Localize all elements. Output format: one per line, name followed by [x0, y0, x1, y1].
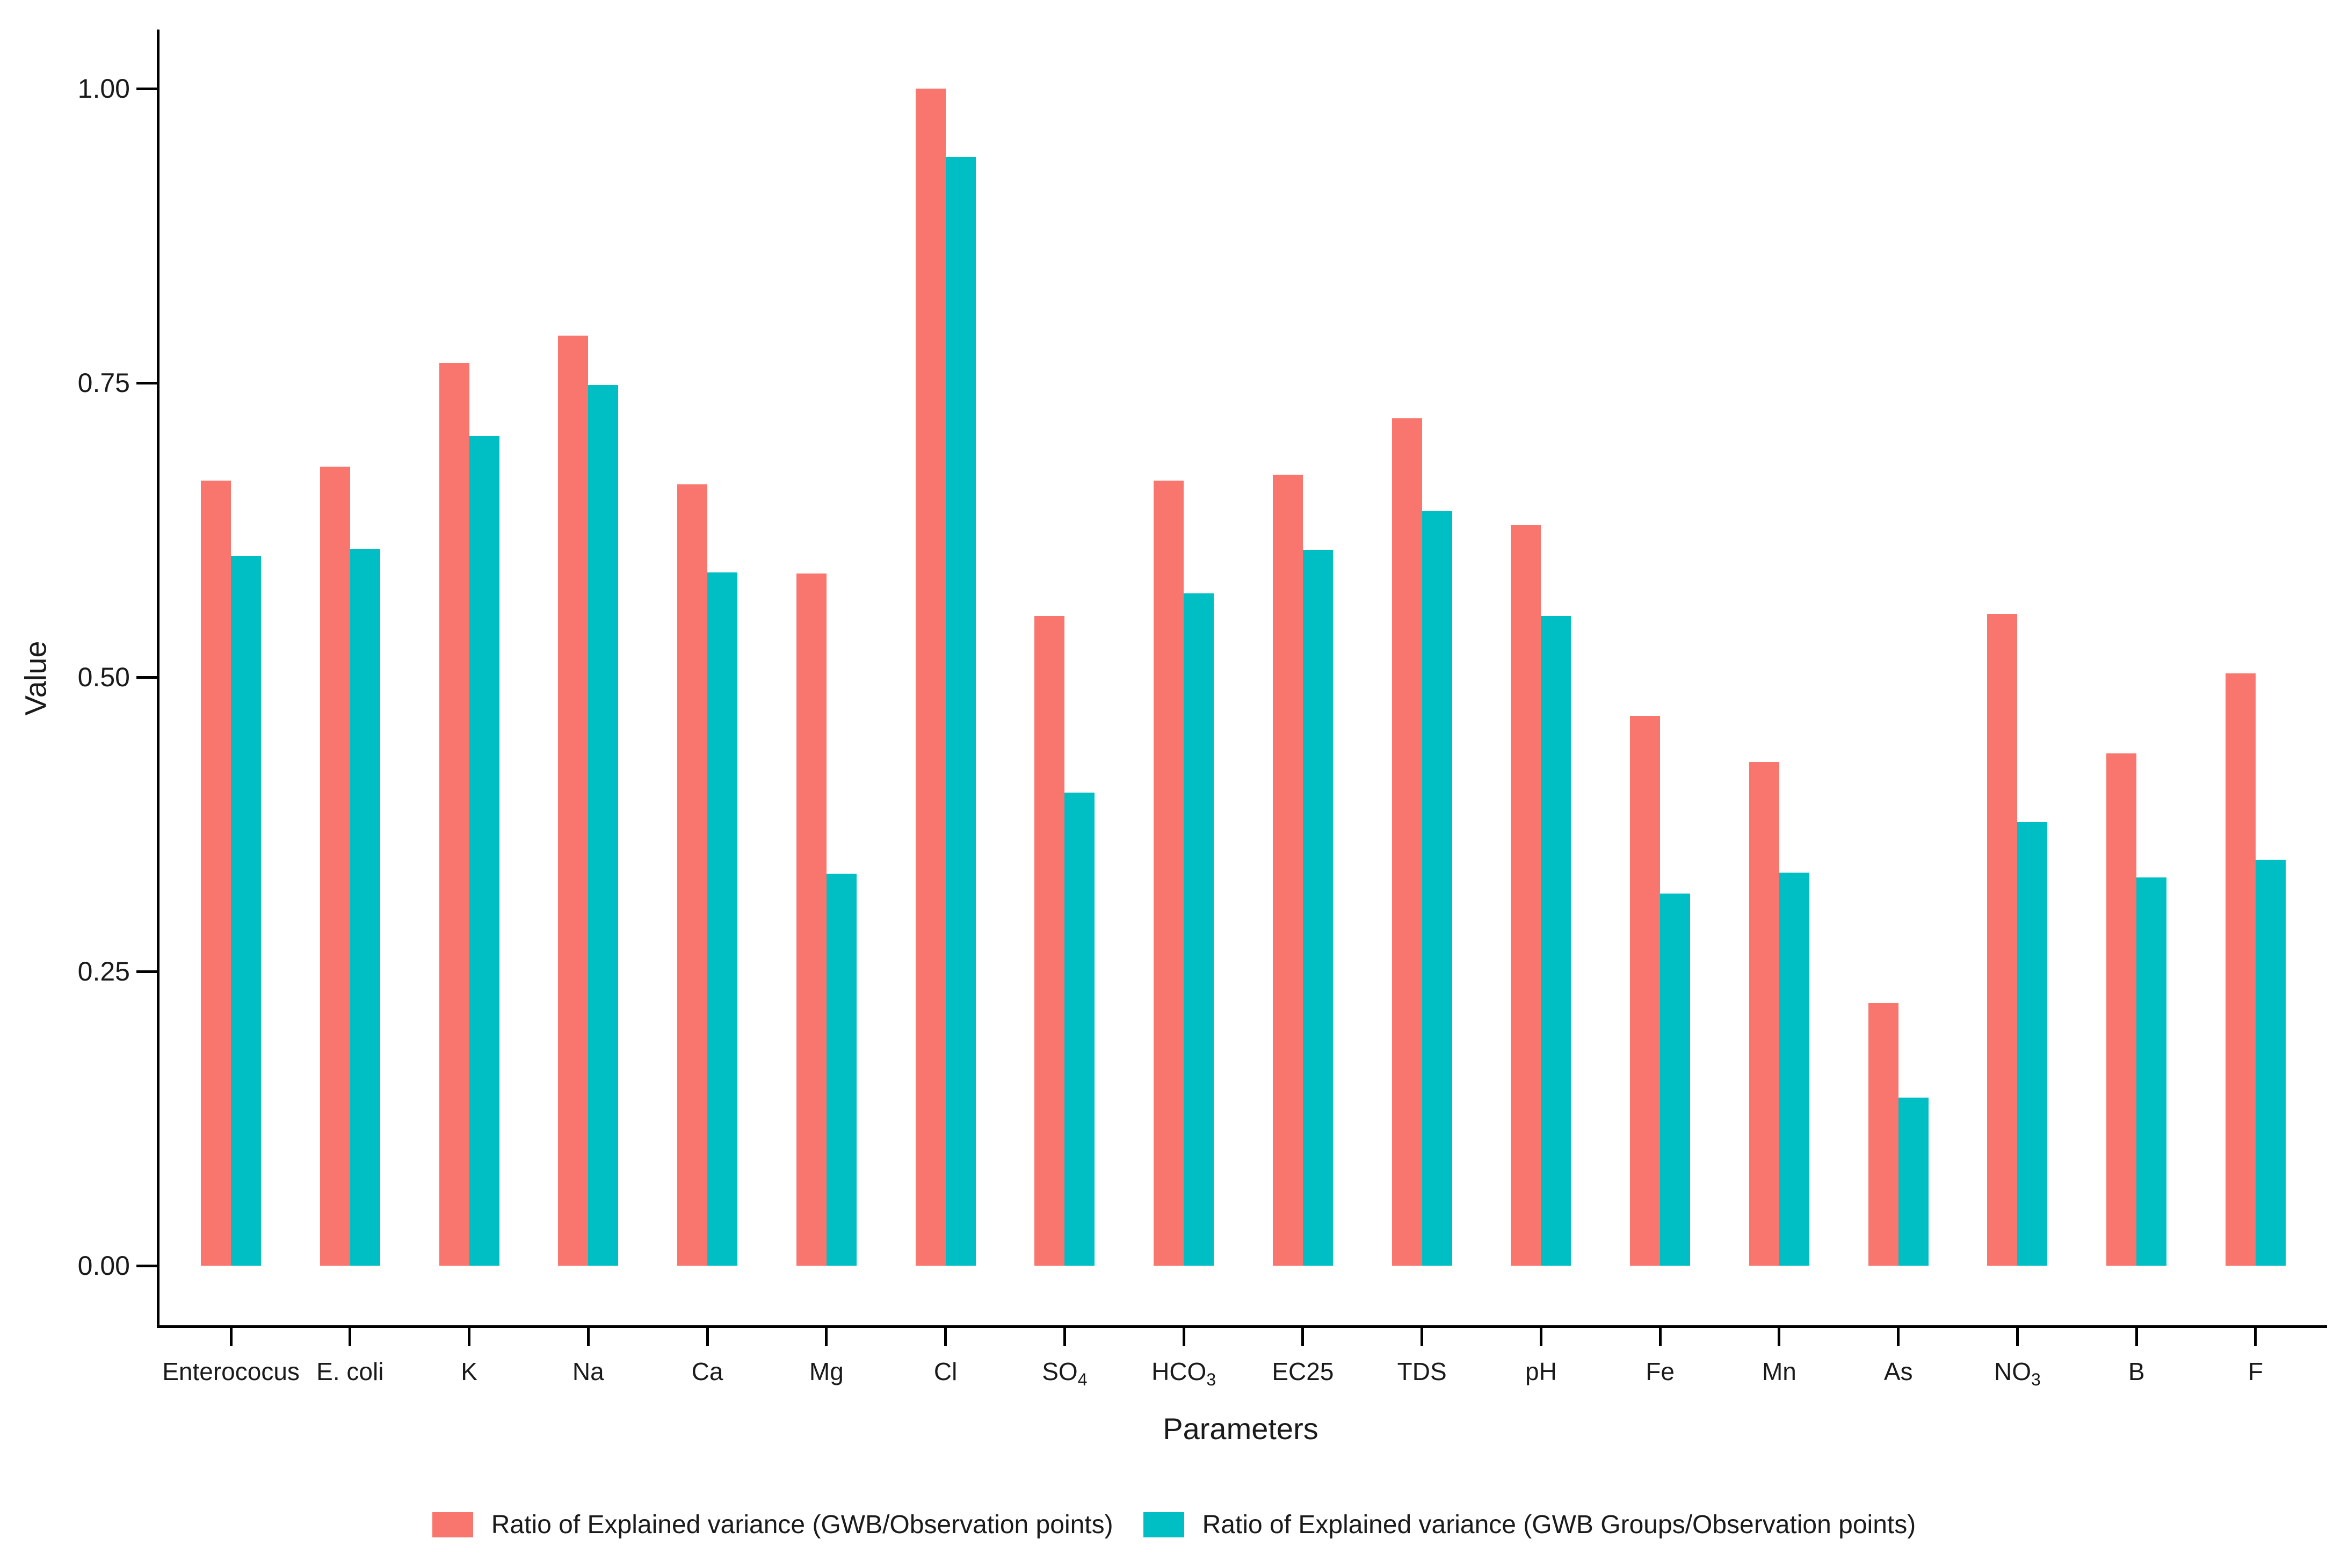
legend-entry-2: Ratio of Explained variance (GWB Groups/…	[1143, 1510, 1916, 1540]
bar-series-1-ecoli	[320, 466, 350, 1266]
y-axis-tick	[136, 676, 157, 679]
bar-series-1-hco	[1154, 480, 1184, 1266]
bar-series-2-cl	[945, 157, 976, 1266]
bar-series-2-b	[2136, 877, 2167, 1266]
x-axis-tick	[1182, 1328, 1185, 1346]
bar-series-2-tds	[1422, 511, 1452, 1266]
x-axis-tick	[1897, 1328, 1900, 1346]
y-tick-label: 1.00	[77, 74, 130, 104]
x-tick-label: EC25	[1272, 1358, 1334, 1385]
x-axis-title: Parameters	[1163, 1412, 1318, 1446]
bar-series-1-as	[1868, 1003, 1898, 1266]
bar-series-1-b	[2106, 753, 2137, 1266]
x-tick-label: Fe	[1646, 1358, 1675, 1385]
bar-series-2-ec25	[1302, 550, 1333, 1266]
y-axis-tick	[136, 1264, 157, 1267]
x-tick-label: K	[461, 1358, 477, 1385]
bar-series-2-mg	[826, 874, 857, 1266]
x-tick-label: Na	[572, 1358, 604, 1385]
x-axis-tick	[229, 1328, 233, 1346]
bar-series-2-ph	[1541, 616, 1571, 1266]
x-tick-label: B	[2128, 1358, 2145, 1385]
x-tick-label: SO4	[1042, 1358, 1088, 1390]
x-axis-tick	[1778, 1328, 1781, 1346]
bar-series-1-no	[1987, 613, 2018, 1266]
x-tick-label: TDS	[1397, 1358, 1447, 1385]
x-tick-label: F	[2248, 1358, 2263, 1385]
x-axis-tick	[706, 1328, 709, 1346]
x-tick-label: Mg	[809, 1358, 844, 1385]
bar-series-1-cl	[915, 89, 946, 1266]
x-axis-tick	[1421, 1328, 1424, 1346]
bar-series-2-fe	[1660, 894, 1691, 1266]
x-axis-tick	[349, 1328, 352, 1346]
legend: Ratio of Explained variance (GWB/Observa…	[0, 1510, 2348, 1540]
legend-swatch-1	[432, 1512, 473, 1537]
legend-label-2: Ratio of Explained variance (GWB Groups/…	[1202, 1511, 1916, 1539]
x-tick-label: HCO3	[1151, 1358, 1216, 1390]
y-axis-tick	[136, 87, 157, 90]
bar-series-2-ecoli	[350, 549, 380, 1266]
x-axis-tick	[944, 1328, 947, 1346]
bar-series-1-mn	[1749, 761, 1779, 1266]
bar-series-1-f	[2225, 673, 2256, 1266]
bar-series-1-mg	[796, 574, 827, 1266]
bar-series-2-mn	[1779, 872, 1809, 1266]
x-axis-tick	[1539, 1328, 1542, 1346]
x-tick-label: As	[1883, 1358, 1913, 1385]
bar-series-1-na	[558, 336, 589, 1266]
bar-series-1-k	[439, 362, 469, 1266]
bar-series-2-k	[469, 435, 499, 1266]
x-tick-label: Mn	[1762, 1358, 1796, 1385]
y-tick-label: 0.75	[77, 368, 130, 398]
x-axis-tick	[2016, 1328, 2019, 1346]
bar-series-2-hco	[1184, 593, 1214, 1266]
bar-series-2-no	[2017, 822, 2048, 1266]
legend-swatch-2	[1143, 1512, 1184, 1537]
bar-series-2-enterococus	[231, 556, 262, 1266]
y-axis-tick	[136, 381, 157, 384]
y-tick-label: 0.00	[77, 1251, 130, 1281]
y-axis-tick	[136, 970, 157, 973]
x-axis-tick	[586, 1328, 590, 1346]
x-axis-tick	[1658, 1328, 1662, 1346]
bar-series-2-ca	[707, 572, 738, 1266]
y-tick-label: 0.50	[77, 662, 130, 692]
legend-label-1: Ratio of Explained variance (GWB/Observa…	[491, 1511, 1113, 1539]
bar-series-2-so	[1064, 792, 1095, 1266]
x-axis-tick	[468, 1328, 471, 1346]
x-axis-tick	[1301, 1328, 1305, 1346]
bar-series-1-so	[1034, 616, 1065, 1266]
bar-series-1-fe	[1630, 716, 1661, 1266]
bar-series-1-ec25	[1272, 474, 1303, 1266]
x-tick-label: E. coli	[316, 1358, 384, 1385]
bar-series-2-na	[588, 385, 619, 1266]
x-tick-label: Enterococus	[162, 1358, 300, 1385]
bar-series-1-tds	[1392, 418, 1422, 1266]
legend-entry-1: Ratio of Explained variance (GWB/Observa…	[432, 1510, 1113, 1540]
x-tick-label: NO3	[1994, 1358, 2041, 1390]
x-tick-label: Cl	[933, 1358, 958, 1385]
x-axis-tick	[2254, 1328, 2257, 1346]
bar-series-1-enterococus	[201, 480, 231, 1266]
x-tick-label: Ca	[691, 1358, 723, 1385]
bar-series-1-ph	[1511, 525, 1541, 1266]
x-tick-label: pH	[1525, 1358, 1557, 1385]
x-axis-tick	[1063, 1328, 1066, 1346]
bar-series-2-as	[1898, 1097, 1929, 1266]
bar-series-2-f	[2255, 859, 2286, 1266]
plot-area: 0.00 0.25 0.50 0.75 1.00 Enterococus E. coli K N…	[78, 30, 2327, 1388]
x-axis-tick	[825, 1328, 828, 1346]
y-tick-label: 0.25	[77, 956, 130, 986]
bar-series-1-ca	[677, 484, 708, 1266]
x-axis-tick	[2135, 1328, 2138, 1346]
